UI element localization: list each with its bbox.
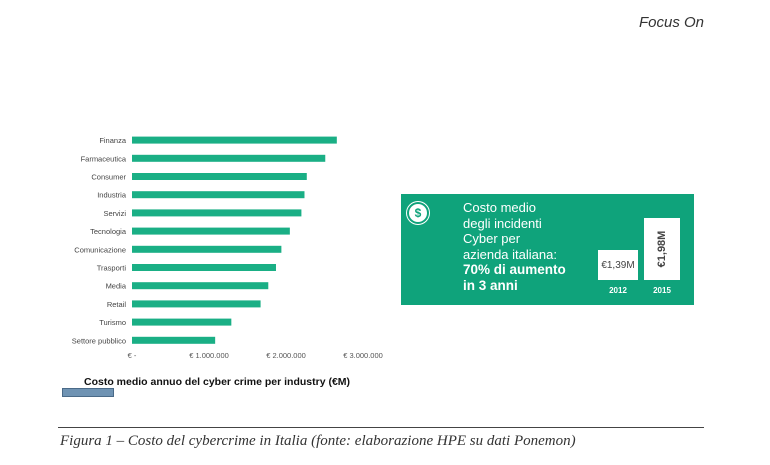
industry-bar [132,136,337,144]
category-label: Media [106,282,127,291]
industry-bar [132,227,290,235]
x-tick-label: € - [128,351,137,360]
category-label: Finanza [99,136,127,145]
infobox-line: azienda italiana: [463,246,557,262]
cost-increase-infobox: $ Costo medio degli incidenti Cyber per … [401,194,694,305]
figure-caption: Figura 1 – Costo del cybercrime in Itali… [60,433,576,449]
x-axis-title: Costo medio annuo del cyber crime per in… [84,376,351,388]
infobox-highlight: in 3 anni [463,277,518,293]
caption-divider [58,427,704,428]
industry-bar [132,245,282,253]
infobox-line: degli incidenti [463,215,542,231]
category-label: Industria [97,191,127,200]
bar-2012-label: €1,39M [601,260,635,271]
category-label: Turismo [99,318,126,327]
industry-bar [132,300,261,308]
legend-swatch [62,388,114,397]
dollar-coin-icon: $ [409,204,427,222]
x-tick-label: € 3.000.000 [343,351,383,360]
x-tick-label: € 2.000.000 [266,351,306,360]
category-label: Tecnologia [90,227,127,236]
bar-2015-label: €1,98M [656,230,668,268]
infobox-line: Cyber per [463,231,521,246]
category-label: Retail [107,300,127,309]
infobox-line: Costo medio [463,200,536,215]
industry-bar [132,173,307,180]
section-header: Focus On [638,14,704,31]
bar-2015: €1,98M [644,218,680,280]
industry-bar [132,264,276,271]
category-label: Settore pubblico [72,336,126,345]
category-label: Servizi [103,209,126,218]
year-2015-label: 2015 [653,286,671,295]
category-label: Farmaceutica [81,154,127,163]
infobox-text: Costo medio degli incidenti Cyber per az… [463,200,566,293]
x-tick-label: € 1.000.000 [189,351,229,360]
category-label: Consumer [91,173,126,182]
industry-bar [132,282,269,290]
category-label: Trasporti [97,264,127,273]
industry-bar [132,209,302,217]
category-label: Comunicazione [74,245,126,254]
industry-bar [132,154,326,162]
industry-bar [132,318,232,326]
bar-2012: €1,39M [598,250,638,280]
infobox-highlight: 70% di aumento [463,262,566,277]
industry-bar [132,191,305,199]
industry-bar [132,336,216,344]
industry-cost-chart: Finanza Farmaceutica Consumer Industria Serv… [72,136,383,360]
year-2012-label: 2012 [609,286,627,295]
